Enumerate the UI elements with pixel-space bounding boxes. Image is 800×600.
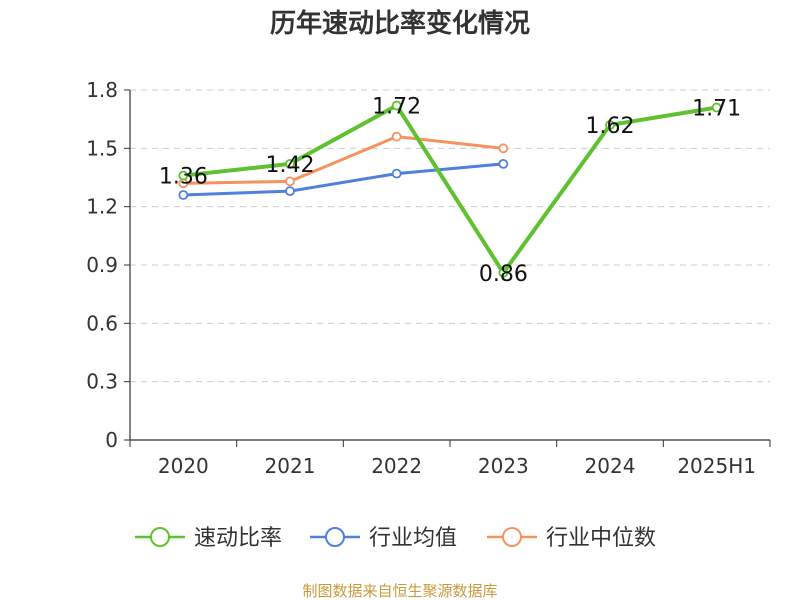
data-point [391,100,402,111]
x-tick-label: 2024 [585,454,636,478]
data-point [285,186,295,197]
series-line [183,103,717,275]
data-label: 1.42 [266,153,315,178]
data-point [498,267,509,278]
y-tick-label: 0 [105,428,118,452]
data-label: 1.71 [692,97,741,122]
legend-label: 行业中位数 [546,526,656,551]
legend-label: 速动比率 [194,526,282,551]
y-tick-label: 1.5 [86,136,118,160]
x-tick-label: 2025H1 [677,454,756,478]
data-label: 1.62 [586,114,635,139]
x-tick-label: 2021 [265,454,316,478]
data-point [285,158,295,169]
legend-marker [325,527,345,547]
y-tick-label: 1.8 [86,78,118,102]
legend-item[interactable]: 速动比率 [135,526,282,551]
legend-marker [502,527,522,547]
data-point [391,168,402,179]
source-note: 制图数据来自恒生聚源数据库 [302,582,497,600]
series-0 [178,100,722,278]
series-2 [178,131,509,189]
chart-title: 历年速动比率变化情况 [270,8,530,39]
legend-label: 行业均值 [369,526,457,551]
data-point [605,120,615,130]
y-tick-label: 1.2 [86,195,118,219]
data-point [285,176,295,187]
data-point [498,143,509,154]
legend-item[interactable]: 行业中位数 [487,526,656,551]
legend-marker [150,527,170,547]
data-label: 1.72 [372,95,421,120]
legend-item[interactable]: 行业均值 [310,526,457,551]
data-point [178,170,189,181]
y-axis-ticks: 0 0.3 0.6 0.9 1.2 1.5 1.8 [86,78,130,452]
y-tick-label: 0.9 [86,253,118,277]
x-axis-ticks: 2020 2021 2022 2023 2024 2025H1 [129,440,771,478]
data-point [178,190,189,200]
legend: 速动比率 行业均值 行业中位数 [135,526,656,551]
y-tick-label: 0.6 [86,311,118,335]
data-label: 0.86 [479,262,528,287]
series-1 [178,158,509,200]
series-line [183,162,504,197]
data-label: 1.36 [159,165,208,190]
grid-lines [130,89,770,383]
series-layer [178,100,722,278]
data-labels: 1.36 1.42 1.72 0.86 1.62 1.71 [159,95,741,287]
series-line [183,135,504,185]
data-point [711,102,722,113]
x-tick-label: 2020 [158,454,209,478]
data-point [391,131,402,142]
data-point [498,158,509,169]
y-tick-label: 0.3 [86,370,118,394]
x-tick-label: 2022 [371,454,422,478]
x-tick-label: 2023 [478,454,529,478]
